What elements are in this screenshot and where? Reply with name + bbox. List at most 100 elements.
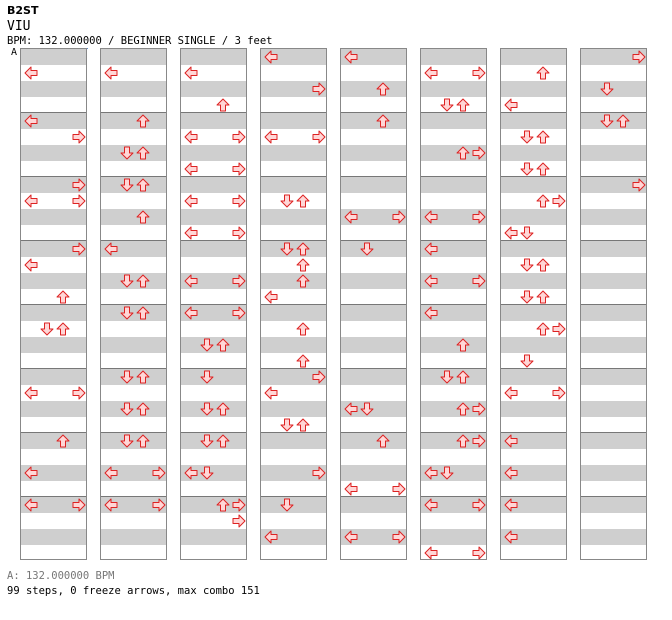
measure-line [421,112,486,113]
chart-column [260,48,327,560]
measure-line [341,304,406,305]
up-arrow-icon [536,130,550,144]
up-arrow-icon [376,114,390,128]
right-arrow-icon [72,194,86,208]
measure-line [581,368,646,369]
up-arrow-icon [456,370,470,384]
up-arrow-icon [136,370,150,384]
left-arrow-icon [344,530,358,544]
right-arrow-icon [232,274,246,288]
up-arrow-icon [296,258,310,272]
measure-line [101,176,166,177]
right-arrow-icon [72,498,86,512]
left-arrow-icon [184,162,198,176]
up-arrow-icon [456,434,470,448]
up-arrow-icon [536,194,550,208]
measure-line [341,432,406,433]
measure-line [501,368,566,369]
left-arrow-icon [264,290,278,304]
measure-line [21,368,86,369]
up-arrow-icon [296,194,310,208]
up-arrow-icon [536,322,550,336]
down-arrow-icon [520,226,534,240]
up-arrow-icon [536,66,550,80]
up-arrow-icon [456,98,470,112]
measure-line [181,304,246,305]
left-arrow-icon [424,498,438,512]
right-arrow-icon [232,498,246,512]
measure-line [101,240,166,241]
down-arrow-icon [200,434,214,448]
left-arrow-icon [344,210,358,224]
measure-line [421,176,486,177]
measure-line [341,240,406,241]
up-arrow-icon [296,354,310,368]
down-arrow-icon [280,242,294,256]
measure-line [101,368,166,369]
down-arrow-icon [120,434,134,448]
up-arrow-icon [136,178,150,192]
down-arrow-icon [600,114,614,128]
measure-line [261,368,326,369]
down-arrow-icon [200,338,214,352]
right-arrow-icon [152,498,166,512]
chart-column [500,48,567,560]
left-arrow-icon [504,498,518,512]
right-arrow-icon [472,402,486,416]
right-arrow-icon [72,178,86,192]
bpm-marker: A [11,47,18,58]
down-arrow-icon [440,466,454,480]
measure-line [21,304,86,305]
measure-line [261,112,326,113]
measure-line [181,432,246,433]
left-arrow-icon [24,386,38,400]
left-arrow-icon [104,66,118,80]
down-arrow-icon [600,82,614,96]
up-arrow-icon [136,210,150,224]
up-arrow-icon [216,498,230,512]
up-arrow-icon [296,242,310,256]
down-arrow-icon [520,258,534,272]
measure-line [101,112,166,113]
bpm-legend: A: 132.000000 BPM [7,570,115,582]
right-arrow-icon [232,194,246,208]
up-arrow-icon [456,338,470,352]
right-arrow-icon [312,466,326,480]
left-arrow-icon [424,466,438,480]
right-arrow-icon [232,514,246,528]
left-arrow-icon [184,130,198,144]
left-arrow-icon [104,466,118,480]
measure-line [101,432,166,433]
measure-line [501,432,566,433]
up-arrow-icon [376,434,390,448]
right-arrow-icon [472,498,486,512]
up-arrow-icon [296,274,310,288]
measure-line [21,112,86,113]
down-arrow-icon [200,466,214,480]
measure-line [341,112,406,113]
left-arrow-icon [424,274,438,288]
down-arrow-icon [120,146,134,160]
measure-line [341,496,406,497]
measure-line [261,496,326,497]
measure-line [501,496,566,497]
up-arrow-icon [456,402,470,416]
chart-column [340,48,407,560]
left-arrow-icon [24,466,38,480]
artist-name: B2ST [7,4,39,17]
up-arrow-icon [136,274,150,288]
up-arrow-icon [136,146,150,160]
up-arrow-icon [136,306,150,320]
down-arrow-icon [520,290,534,304]
measure-line [21,240,86,241]
right-arrow-icon [632,50,646,64]
down-arrow-icon [440,370,454,384]
chart-column [100,48,167,560]
left-arrow-icon [264,50,278,64]
left-arrow-icon [24,258,38,272]
right-arrow-icon [552,194,566,208]
up-arrow-icon [216,402,230,416]
measure-line [341,176,406,177]
measure-line [501,176,566,177]
down-arrow-icon [120,402,134,416]
